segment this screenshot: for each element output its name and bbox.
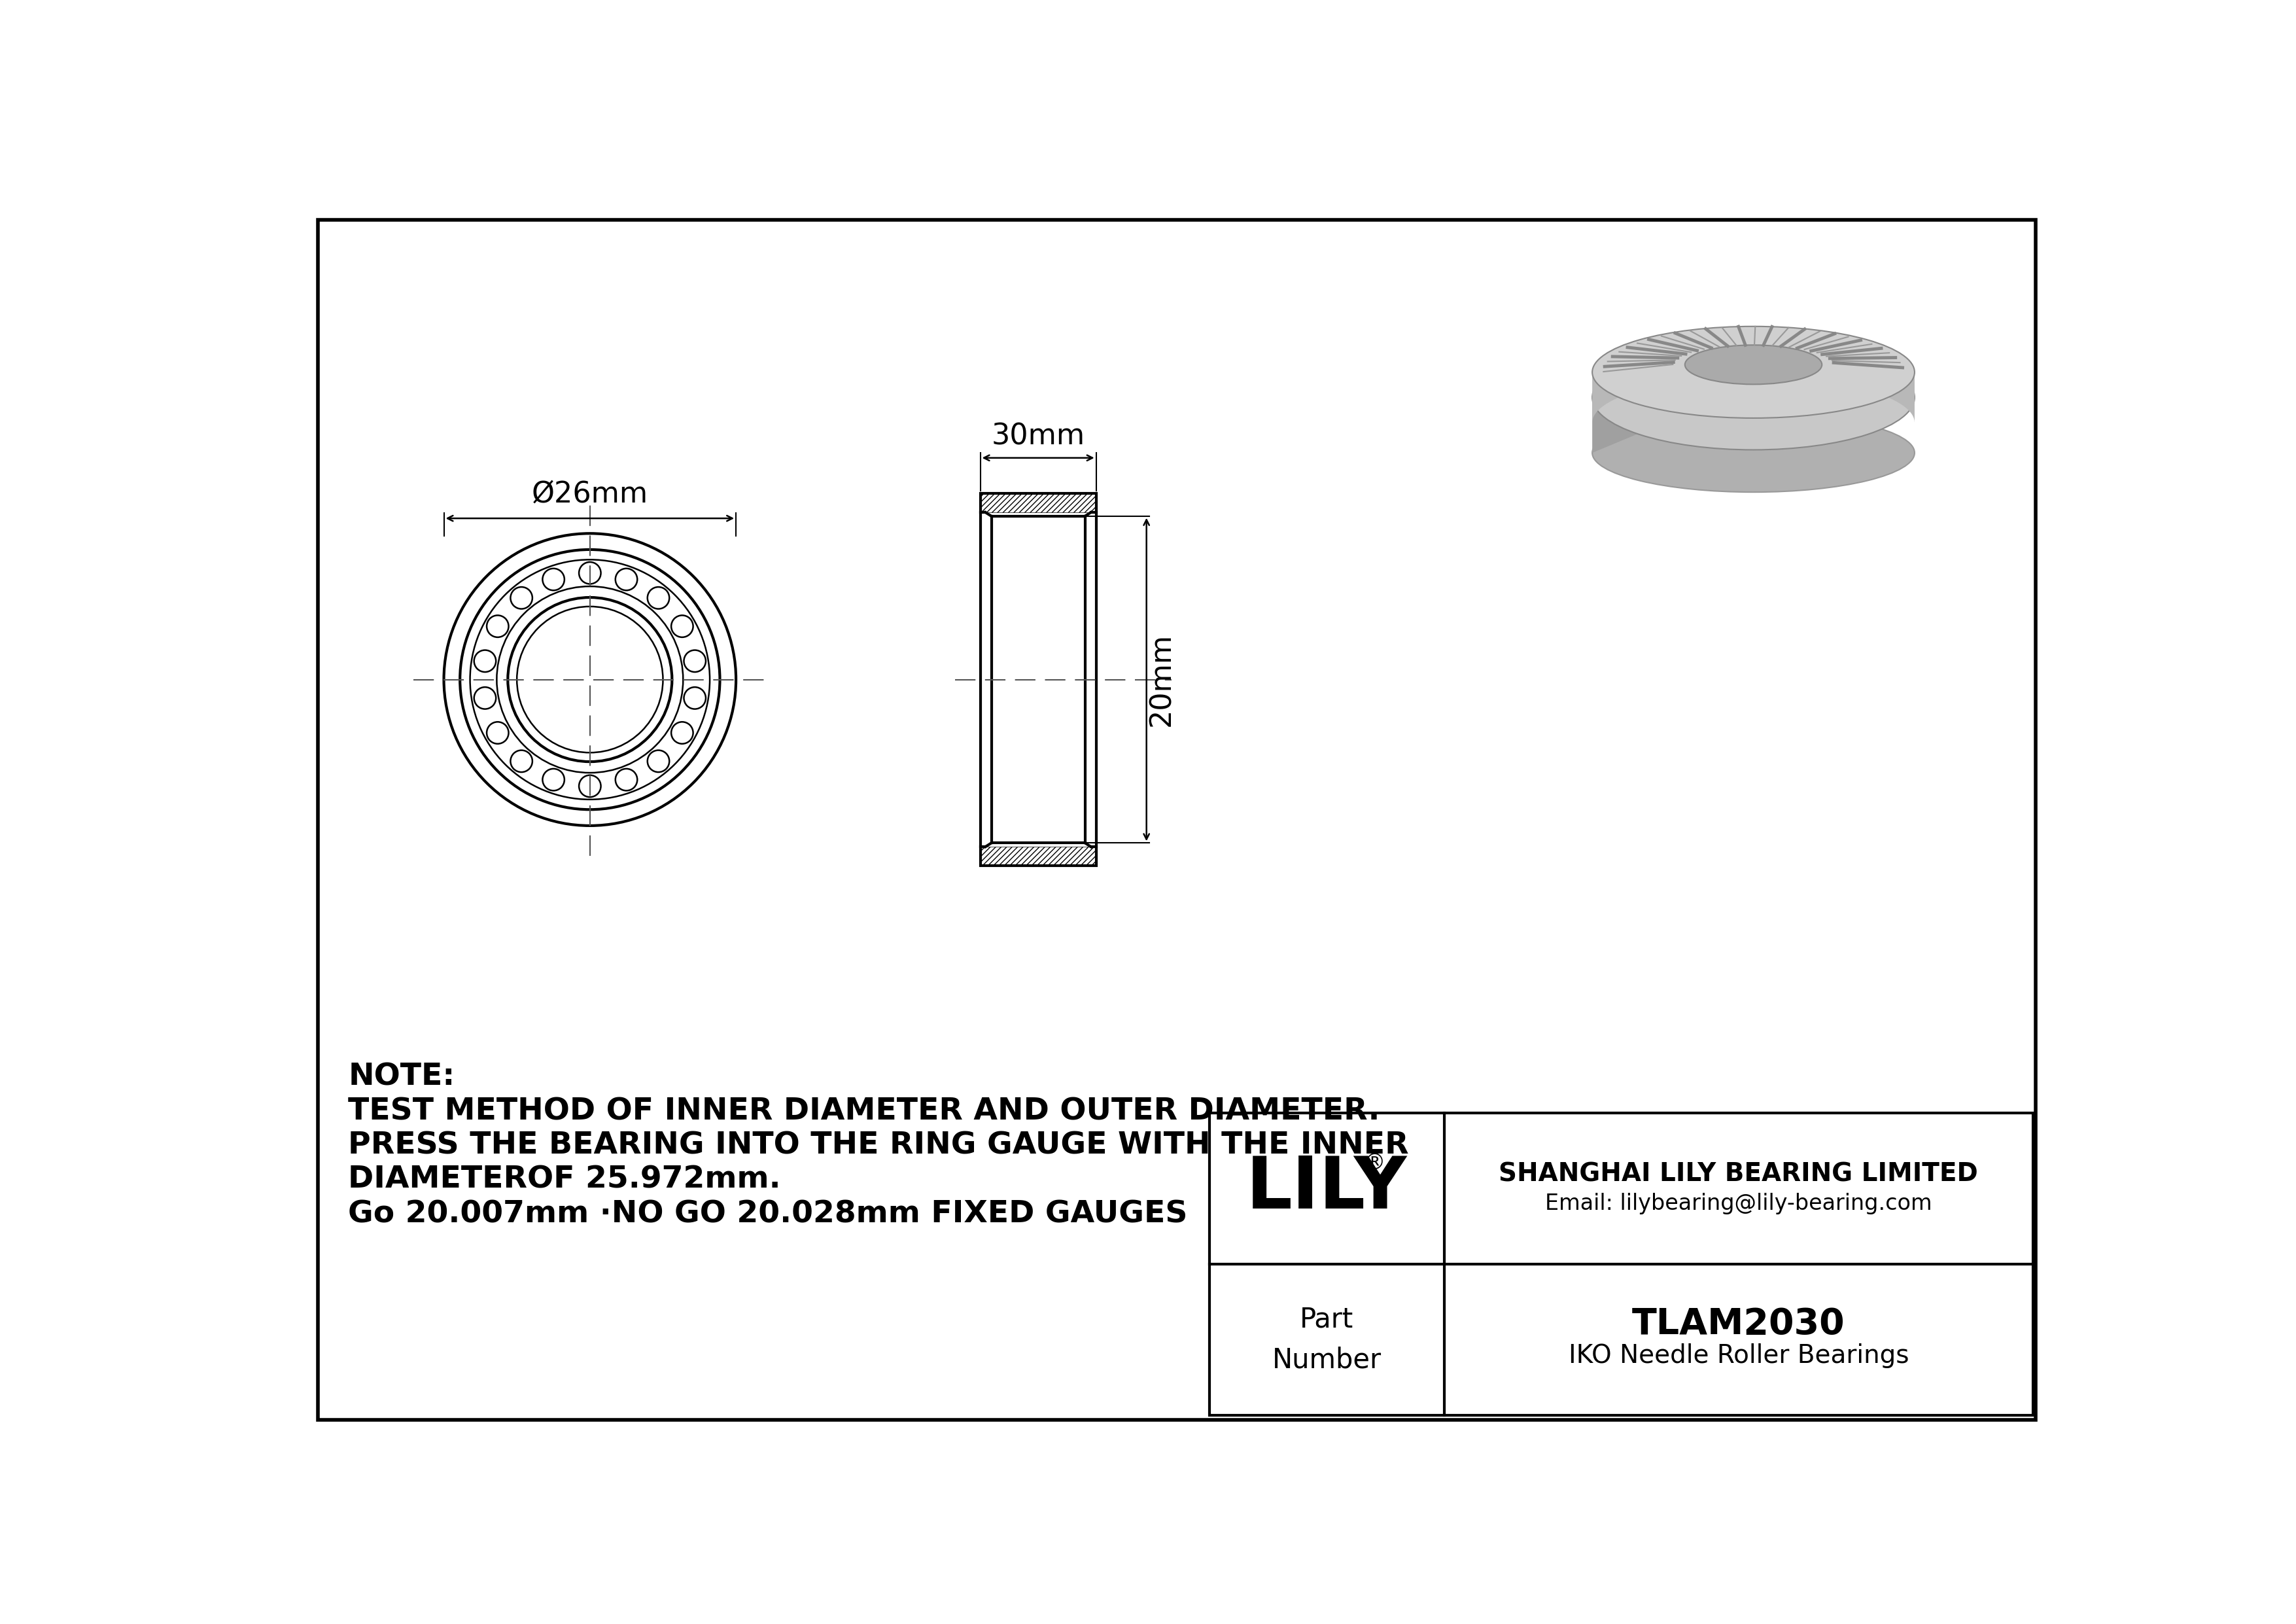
Bar — [980, 494, 1095, 866]
Bar — [980, 494, 1095, 512]
Ellipse shape — [1591, 326, 1915, 417]
Text: Go 20.007mm ·NO GO 20.028mm FIXED GAUGES: Go 20.007mm ·NO GO 20.028mm FIXED GAUGES — [349, 1200, 1187, 1229]
Text: DIAMETEROF 25.972mm.: DIAMETEROF 25.972mm. — [349, 1166, 781, 1195]
Text: Part
Number: Part Number — [1272, 1306, 1382, 1374]
Text: NOTE:: NOTE: — [349, 1062, 455, 1091]
Polygon shape — [1591, 326, 1915, 422]
Text: 20mm: 20mm — [1148, 633, 1176, 726]
Bar — [1210, 1112, 2032, 1415]
Text: Ø26mm: Ø26mm — [533, 481, 647, 508]
Text: IKO Needle Roller Bearings: IKO Needle Roller Bearings — [1568, 1343, 1908, 1367]
Text: TEST METHOD OF INNER DIAMETER AND OUTER DIAMETER.: TEST METHOD OF INNER DIAMETER AND OUTER … — [349, 1096, 1380, 1125]
Ellipse shape — [1591, 414, 1915, 492]
Ellipse shape — [1685, 344, 1823, 385]
Text: LILY: LILY — [1247, 1153, 1407, 1223]
Text: PRESS THE BEARING INTO THE RING GAUGE WITH THE INNER: PRESS THE BEARING INTO THE RING GAUGE WI… — [349, 1130, 1410, 1161]
Text: ®: ® — [1364, 1153, 1384, 1174]
Text: SHANGHAI LILY BEARING LIMITED: SHANGHAI LILY BEARING LIMITED — [1499, 1161, 1979, 1187]
Bar — [980, 846, 1095, 866]
Ellipse shape — [1591, 344, 1915, 450]
Text: TLAM2030: TLAM2030 — [1632, 1307, 1846, 1341]
Text: Email: lilybearing@lily-bearing.com: Email: lilybearing@lily-bearing.com — [1545, 1192, 1931, 1215]
Text: 30mm: 30mm — [992, 422, 1086, 450]
Polygon shape — [1591, 372, 1642, 453]
